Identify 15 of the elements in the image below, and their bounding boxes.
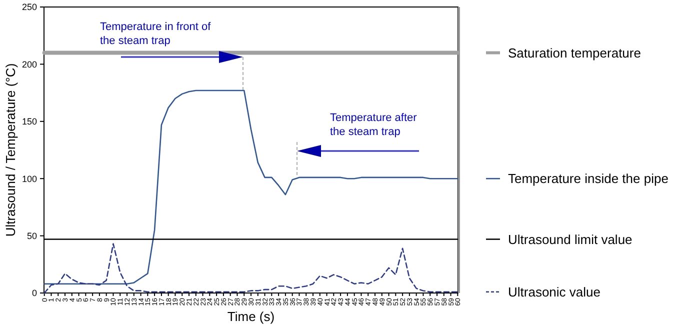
annotation: Temperature in front of the steam trap (100, 21, 212, 47)
y-axis-title: Ultrasound / Temperature (°C) (3, 63, 18, 237)
y-tick-label: 100 (22, 174, 37, 184)
line-series (44, 243, 458, 294)
annotation: Temperature after the steam trap (330, 112, 418, 138)
line-series (44, 90, 458, 284)
y-tick-label: 200 (22, 59, 37, 70)
legend-label: Temperature inside the pipe (508, 171, 668, 186)
y-tick-label: 50 (26, 230, 37, 241)
x-axis-title: Time (s) (227, 309, 275, 324)
y-tick-label: 250 (22, 2, 37, 12)
legend-label: Ultrasonic value (508, 284, 600, 300)
y-tick-label: 150 (22, 116, 37, 127)
legend-label: Ultrasound limit value (508, 232, 632, 247)
legend-label: Saturation temperature (508, 45, 641, 60)
